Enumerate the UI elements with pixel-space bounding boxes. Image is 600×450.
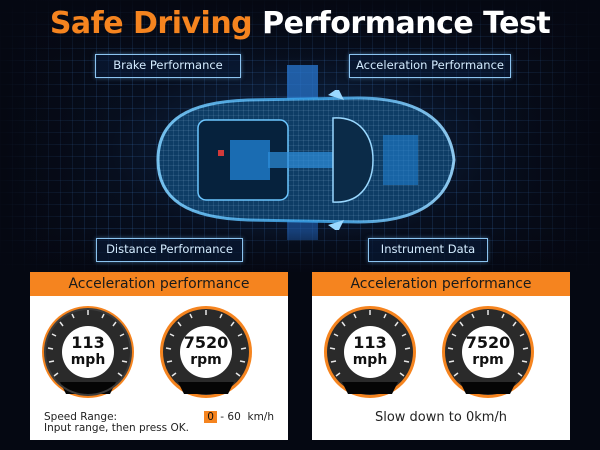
speed-value: 113 [71, 333, 105, 352]
speedometer-dial-icon [42, 306, 134, 398]
rpm-unit: rpm [472, 352, 504, 368]
speedometer-dial-icon [324, 306, 416, 398]
panel-header: Acceleration performance [30, 272, 288, 296]
panel-header: Acceleration performance [312, 272, 570, 296]
tachometer-gauge: 7520 rpm [440, 304, 536, 400]
title-rest: Performance Test [252, 6, 551, 41]
rpm-unit: rpm [190, 352, 222, 368]
distance-performance-label[interactable]: Distance Performance [96, 238, 243, 262]
speed-range-separator: - [216, 411, 228, 423]
tachometer-gauge: 7520 rpm [158, 304, 254, 400]
acceleration-panel-result: Acceleration performance 113 mph [312, 272, 570, 440]
speed-value: 113 [353, 333, 387, 352]
speed-unit: mph [352, 352, 388, 368]
rpm-value: 7520 [465, 333, 511, 352]
speed-range-label: Speed Range: [44, 411, 118, 423]
speed-unit: mph [70, 352, 106, 368]
rpm-value: 7520 [183, 333, 229, 352]
instrument-data-label[interactable]: Instrument Data [368, 238, 488, 262]
speed-range-unit: km/h [247, 411, 274, 423]
page-title: Safe Driving Performance Test [0, 6, 600, 41]
acceleration-performance-label[interactable]: Acceleration Performance [349, 54, 511, 78]
speed-readout: 113 mph [322, 333, 418, 369]
brake-performance-label[interactable]: Brake Performance [95, 54, 241, 78]
tachometer-dial-icon [442, 306, 534, 398]
speed-range-min-input[interactable]: 0 [204, 411, 217, 423]
speed-readout: 113 mph [40, 333, 136, 369]
hero-vignette [0, 0, 600, 272]
title-accent: Safe Driving [49, 6, 253, 41]
speed-range-instruction: Input range, then press OK. [44, 422, 189, 434]
speedometer-gauge: 113 mph [322, 304, 418, 400]
speed-range-value: 0 - 60 km/h [204, 411, 274, 423]
acceleration-panel-input: Acceleration performance 113 mph [30, 272, 288, 440]
slow-down-message: Slow down to 0km/h [374, 410, 508, 425]
speedometer-gauge: 113 mph [40, 304, 136, 400]
tachometer-dial-icon [160, 306, 252, 398]
rpm-readout: 7520 rpm [440, 333, 536, 369]
speed-range-section: Speed Range: Input range, then press OK.… [44, 411, 284, 434]
speed-range-max-input[interactable]: 60 [227, 411, 241, 423]
rpm-readout: 7520 rpm [158, 333, 254, 369]
